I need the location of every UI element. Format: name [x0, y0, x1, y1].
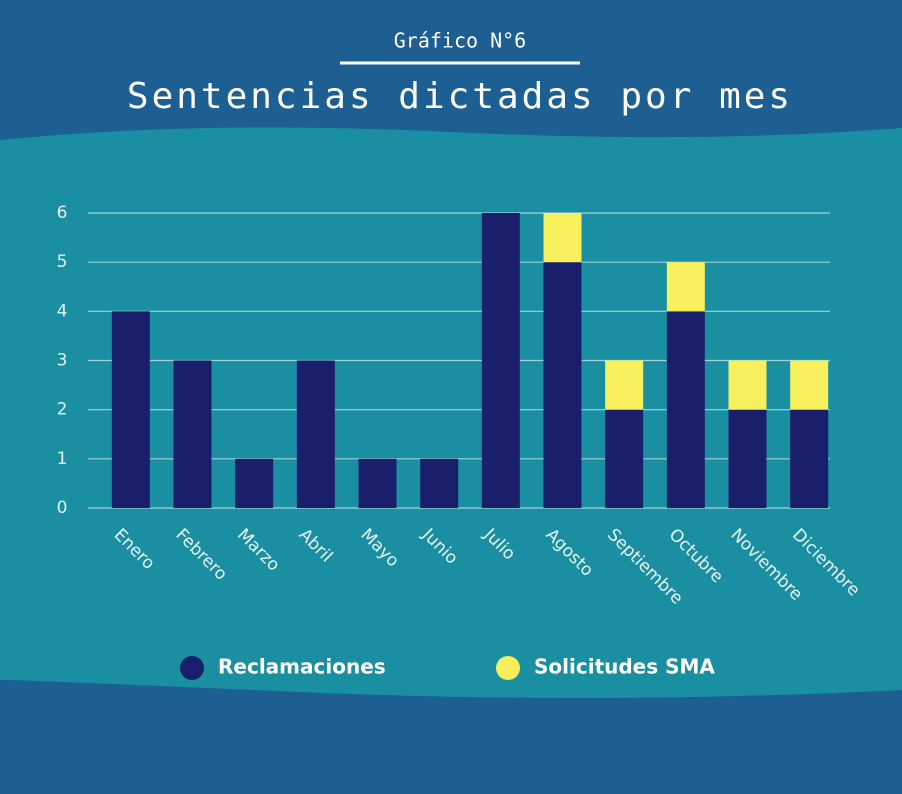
bar-segment: [543, 213, 582, 263]
bar-segment: [235, 458, 274, 508]
y-tick-label: 3: [57, 351, 68, 371]
bar-segment: [296, 360, 335, 508]
bar-segment: [666, 262, 705, 312]
chart-subtitle: Gráfico N°6: [394, 29, 526, 53]
legend-label: Reclamaciones: [218, 655, 386, 679]
y-tick-label: 1: [57, 449, 68, 469]
y-tick-label: 6: [57, 203, 68, 223]
bar-segment: [173, 360, 212, 508]
y-tick-label: 0: [57, 498, 68, 518]
legend-label: Solicitudes SMA: [534, 655, 715, 679]
bar-segment: [605, 360, 644, 410]
bar-segment: [358, 458, 397, 508]
y-tick-label: 4: [57, 301, 68, 321]
bar-segment: [666, 311, 705, 508]
y-tick-label: 5: [57, 252, 68, 272]
bar-segment: [111, 311, 150, 508]
bar-segment: [728, 360, 767, 410]
chart-title: Sentencias dictadas por mes: [127, 76, 793, 117]
legend-swatch: [180, 656, 204, 680]
bar-segment: [790, 409, 829, 508]
bar-segment: [420, 458, 459, 508]
bar-segment: [543, 262, 582, 508]
legend-swatch: [496, 656, 520, 680]
bar-segment: [728, 409, 767, 508]
y-tick-label: 2: [57, 400, 68, 420]
bar-segment: [790, 360, 829, 410]
bar-segment: [605, 409, 644, 508]
bar-segment: [481, 213, 520, 508]
